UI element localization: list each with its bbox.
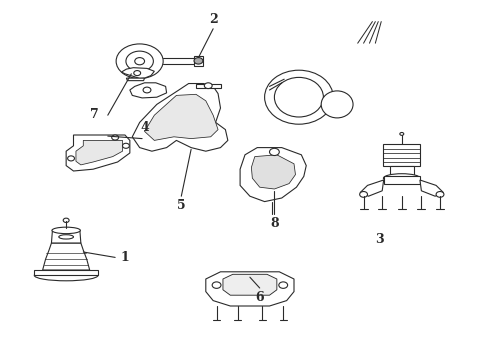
Circle shape	[135, 58, 145, 65]
Polygon shape	[132, 84, 228, 151]
Polygon shape	[51, 230, 81, 243]
Polygon shape	[130, 83, 167, 98]
Circle shape	[360, 192, 368, 197]
Circle shape	[279, 282, 288, 288]
Circle shape	[194, 58, 203, 64]
Polygon shape	[126, 78, 145, 81]
Circle shape	[116, 44, 163, 78]
Circle shape	[134, 71, 141, 76]
Text: 3: 3	[375, 233, 384, 246]
Circle shape	[204, 83, 212, 89]
Polygon shape	[420, 180, 443, 196]
Text: 7: 7	[90, 108, 98, 121]
Polygon shape	[206, 272, 294, 306]
Polygon shape	[360, 180, 384, 196]
Circle shape	[112, 135, 119, 140]
Polygon shape	[76, 140, 122, 165]
Ellipse shape	[34, 270, 98, 281]
Polygon shape	[194, 56, 203, 66]
Polygon shape	[196, 84, 220, 88]
Ellipse shape	[321, 91, 353, 118]
Text: 6: 6	[255, 291, 264, 304]
Circle shape	[63, 218, 69, 222]
Ellipse shape	[383, 174, 420, 183]
Polygon shape	[383, 144, 420, 166]
Text: 8: 8	[270, 217, 279, 230]
Text: 1: 1	[121, 251, 129, 264]
Circle shape	[143, 87, 151, 93]
Ellipse shape	[274, 77, 323, 117]
Circle shape	[126, 51, 153, 71]
Circle shape	[122, 143, 129, 148]
Polygon shape	[390, 166, 414, 176]
Ellipse shape	[59, 235, 74, 239]
Polygon shape	[251, 155, 295, 189]
Polygon shape	[384, 176, 420, 184]
Polygon shape	[66, 135, 130, 171]
Text: 4: 4	[140, 121, 149, 134]
Polygon shape	[122, 68, 154, 78]
Circle shape	[436, 192, 444, 197]
Text: 2: 2	[209, 13, 218, 26]
Text: 5: 5	[177, 199, 186, 212]
Polygon shape	[145, 94, 218, 140]
Ellipse shape	[265, 70, 333, 124]
Polygon shape	[34, 270, 98, 275]
Polygon shape	[43, 243, 90, 270]
Polygon shape	[223, 274, 277, 295]
Circle shape	[270, 148, 279, 156]
Polygon shape	[240, 148, 306, 202]
Circle shape	[68, 156, 74, 161]
Ellipse shape	[52, 227, 80, 234]
Circle shape	[400, 132, 404, 135]
Circle shape	[212, 282, 221, 288]
